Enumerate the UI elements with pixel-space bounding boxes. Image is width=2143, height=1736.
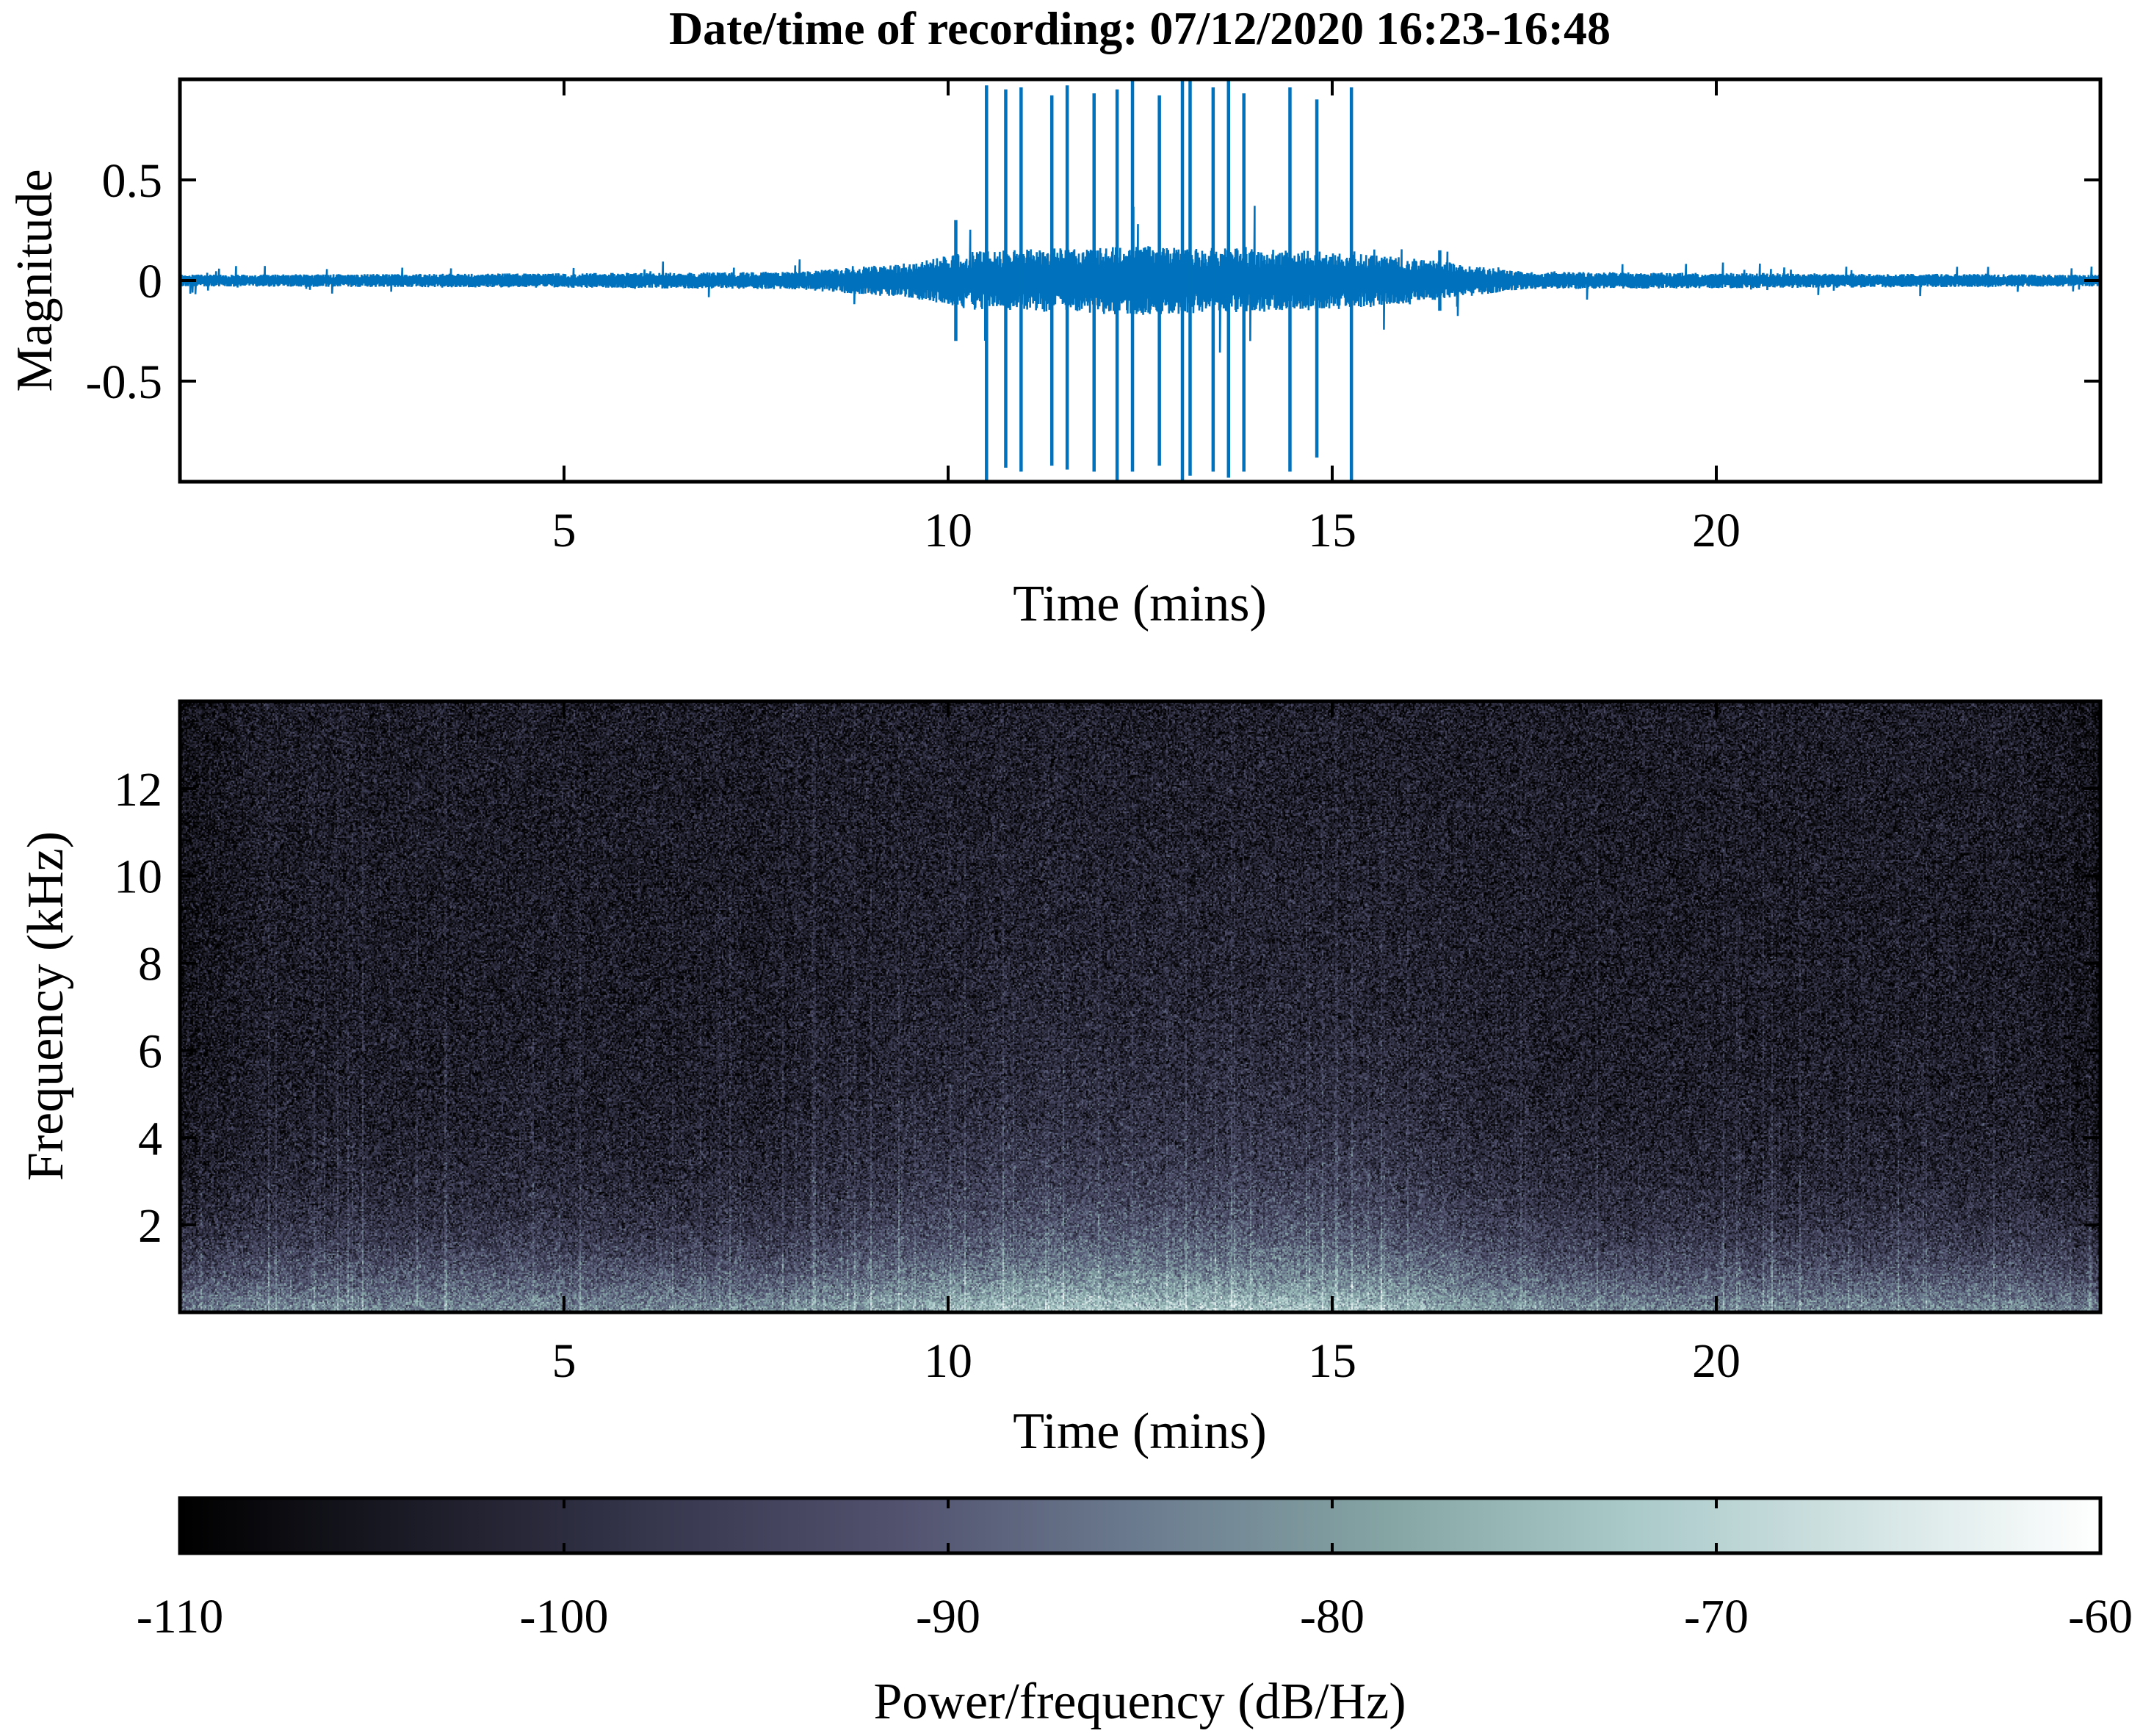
spectrogram-x-tick-label: 10 — [924, 1334, 972, 1388]
spectrogram-y-tick-label: 8 — [138, 938, 162, 991]
waveform-x-tick-label: 5 — [552, 504, 577, 557]
waveform-panel: 5 10 15 20 0.5 0 -0.5 Time (mins) Magnitude — [7, 77, 2103, 632]
spectrogram-panel: 5 10 15 20 2 4 6 8 10 12 Time (mins) Frequency (… — [18, 699, 2103, 1460]
spectrogram-image — [180, 701, 2100, 1312]
spectrogram-y-tick-label: 2 — [138, 1199, 162, 1253]
colorbar: -110 -100 -90 -80 -70 -60 Power/frequency (dB… — [137, 1496, 2133, 1730]
waveform-y-tick-label: 0.5 — [102, 154, 163, 208]
waveform-x-label: Time (mins) — [1013, 576, 1267, 632]
spectrogram-x-tick-label: 5 — [552, 1334, 577, 1388]
colorbar-gradient — [180, 1498, 2100, 1553]
waveform-y-tick-label: -0.5 — [86, 355, 162, 409]
spectrogram-y-label: Frequency (kHz) — [18, 831, 74, 1181]
colorbar-frame — [178, 1496, 2103, 1555]
waveform-x-tick-label: 10 — [924, 504, 972, 557]
colorbar-tick-label: -60 — [2068, 1590, 2133, 1643]
spectrogram-y-tick-label: 10 — [114, 850, 162, 904]
spectrogram-x-ticks: 5 10 15 20 — [552, 701, 1741, 1388]
spectrogram-x-tick-label: 15 — [1308, 1334, 1356, 1388]
spectrogram-x-label: Time (mins) — [1013, 1403, 1267, 1460]
spectrogram-y-tick-label: 6 — [138, 1024, 162, 1078]
waveform-y-ticks: 0.5 0 -0.5 — [86, 154, 2100, 409]
chart-title: Date/time of recording: 07/12/2020 16:23… — [669, 2, 1611, 54]
waveform-series — [180, 79, 2100, 482]
spectrogram-image-container — [180, 701, 2100, 1312]
colorbar-ticks: -110 -100 -90 -80 -70 -60 — [137, 1498, 2133, 1643]
colorbar-tick-label: -70 — [1684, 1590, 1749, 1643]
spectrogram-y-tick-label: 12 — [114, 763, 162, 817]
waveform-x-ticks: 5 10 15 20 — [552, 79, 1741, 557]
colorbar-tick-label: -80 — [1300, 1590, 1365, 1643]
waveform-axes-frame — [178, 77, 2103, 484]
colorbar-tick-label: -90 — [916, 1590, 980, 1643]
spectrogram-axes-frame — [178, 699, 2103, 1314]
spectrogram-x-tick-label: 20 — [1692, 1334, 1741, 1388]
spectrogram-y-tick-label: 4 — [138, 1112, 162, 1165]
waveform-x-tick-label: 15 — [1308, 504, 1356, 557]
waveform-y-label: Magnitude — [7, 169, 63, 391]
waveform-y-tick-label: 0 — [138, 255, 162, 308]
spectrogram-y-ticks: 2 4 6 8 10 12 — [114, 763, 2100, 1253]
colorbar-tick-label: -110 — [137, 1590, 224, 1643]
waveform-noise-trace — [180, 206, 2100, 353]
waveform-x-tick-label: 20 — [1692, 504, 1741, 557]
colorbar-tick-label: -100 — [520, 1590, 609, 1643]
colorbar-label: Power/frequency (dB/Hz) — [873, 1674, 1406, 1730]
